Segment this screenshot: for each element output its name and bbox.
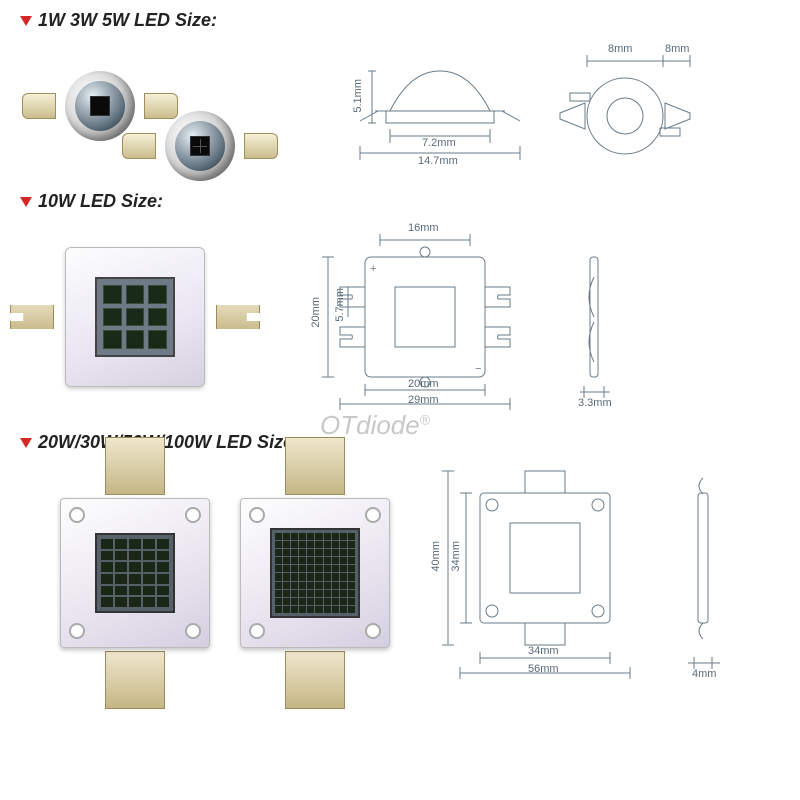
- dim-label: 16mm: [408, 222, 439, 234]
- section-header: 1W 3W 5W LED Size:: [20, 10, 780, 31]
- svg-text:−: −: [475, 363, 481, 375]
- arrow-icon: [20, 16, 32, 26]
- dim-label: 5.1mm: [352, 79, 364, 113]
- diagram-cob-side: 4mm: [670, 463, 740, 683]
- section-10w-led: 10W LED Size:: [20, 191, 780, 412]
- section-header: 10W LED Size:: [20, 191, 780, 212]
- diagram-10w-side: 3.3mm: [560, 222, 640, 412]
- dim-label: 29mm: [408, 394, 439, 406]
- led-photo-10w: [40, 232, 230, 402]
- arrow-icon: [20, 197, 32, 207]
- photo-area: [40, 46, 290, 166]
- dim-label: 20mm: [408, 378, 439, 390]
- svg-text:+: +: [370, 263, 376, 275]
- diagram-cob-front: 40mm 34mm 34mm 56mm: [430, 463, 650, 683]
- section-small-led: 1W 3W 5W LED Size:: [20, 10, 780, 171]
- led-photo-100w: [220, 473, 410, 673]
- led-photo-1w-b: [140, 86, 260, 206]
- dim-label: 5.7mm: [334, 288, 346, 322]
- section-title: 1W 3W 5W LED Size:: [38, 10, 217, 31]
- dim-label: 40mm: [430, 541, 442, 572]
- section-cob-led: 20W/30W/50W/100W LED Size:: [20, 432, 780, 683]
- dim-label: 8mm: [665, 43, 689, 55]
- dim-label: 14.7mm: [418, 155, 458, 167]
- dim-label: 20mm: [310, 297, 322, 328]
- dim-label: 8mm: [608, 43, 632, 55]
- dim-label: 4mm: [692, 668, 716, 680]
- dim-label: 7.2mm: [422, 137, 456, 149]
- dim-label: 34mm: [450, 541, 462, 572]
- diagram-small-side: 5.1mm 7.2mm 14.7mm: [350, 41, 530, 171]
- dim-label: 3.3mm: [578, 397, 612, 409]
- dim-label: 34mm: [528, 645, 559, 657]
- section-title: 20W/30W/50W/100W LED Size:: [38, 432, 299, 453]
- diagram-10w-front: + − 16mm 20mm 5.7mm: [310, 222, 540, 412]
- arrow-icon: [20, 438, 32, 448]
- dim-label: 56mm: [528, 663, 559, 675]
- led-photo-30w: [40, 473, 230, 673]
- diagram-small-top: 8mm 8mm: [550, 41, 700, 171]
